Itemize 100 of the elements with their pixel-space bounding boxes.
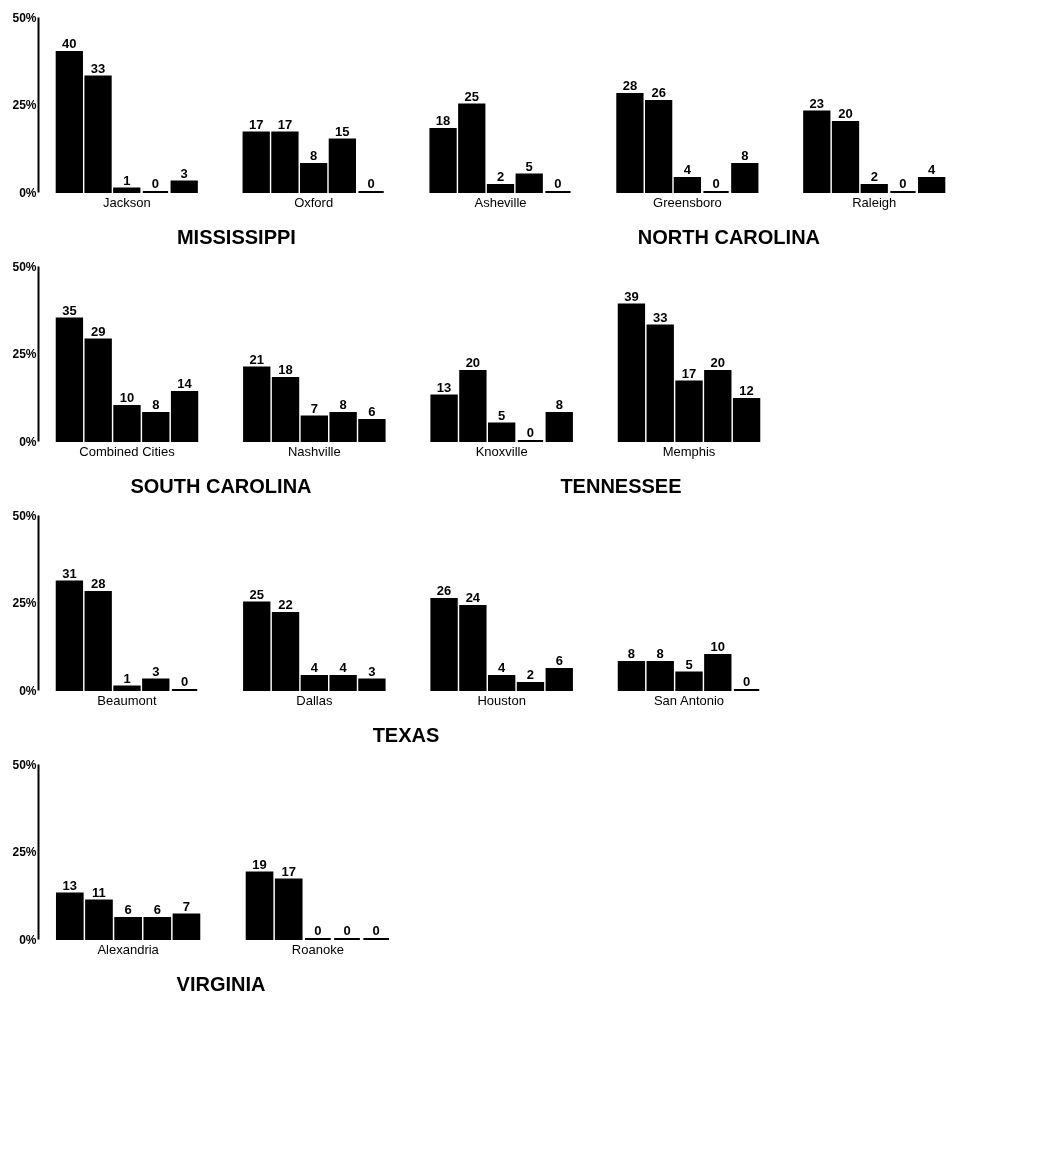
- x-tick-label: Combined Cities: [79, 443, 176, 459]
- data-label: 13: [436, 379, 452, 395]
- data-label: 7: [310, 400, 318, 416]
- bar: [860, 184, 888, 193]
- bar: [831, 121, 860, 193]
- data-label: 8: [310, 148, 318, 163]
- data-label: 0: [343, 923, 351, 938]
- x-tick-label: Roanoke: [291, 941, 344, 957]
- bar: [243, 601, 271, 691]
- data-label: 7: [182, 898, 191, 914]
- bar: [803, 110, 831, 193]
- x-tick-label: Oxford: [294, 194, 334, 210]
- data-label: 24: [465, 590, 481, 605]
- bar: [731, 163, 759, 193]
- y-tick-label: 50%: [12, 259, 37, 274]
- data-label: 13: [62, 877, 78, 893]
- bar: [732, 398, 761, 442]
- data-label: 11: [92, 884, 106, 900]
- data-label: 5: [685, 656, 693, 672]
- data-label: 10: [710, 639, 726, 654]
- data-label: 31: [62, 565, 77, 581]
- text: TENNESSEE: [560, 475, 682, 498]
- data-label: 8: [152, 397, 160, 412]
- data-label: 8: [741, 148, 749, 163]
- text: SOUTH CAROLINA: [130, 475, 312, 498]
- data-label: 3: [368, 663, 376, 679]
- data-label: 20: [465, 355, 481, 370]
- data-label: 40: [62, 36, 77, 51]
- data-label: 4: [310, 660, 319, 675]
- data-label: 0: [367, 176, 375, 191]
- y-tick-label: 50%: [12, 757, 37, 772]
- x-tick-label: Knoxville: [475, 443, 528, 459]
- data-label: 25: [464, 88, 480, 104]
- data-label: 21: [249, 351, 264, 367]
- data-label: 2: [870, 169, 878, 184]
- data-label: 2: [526, 667, 535, 682]
- data-label: 6: [124, 902, 132, 917]
- data-label: 28: [90, 576, 106, 591]
- data-label: 4: [928, 162, 937, 177]
- x-tick-label: Nashville: [287, 443, 341, 459]
- data-label: 17: [277, 116, 293, 132]
- data-label: 3: [180, 165, 188, 181]
- bar: [673, 177, 702, 193]
- bar: [55, 317, 84, 442]
- data-label: 0: [899, 176, 907, 191]
- text: TEXAS: [372, 724, 440, 747]
- data-label: 20: [710, 355, 726, 370]
- data-label: 26: [651, 85, 666, 100]
- data-label: 23: [809, 95, 825, 111]
- data-label: 0: [151, 176, 160, 191]
- data-label: 6: [153, 902, 161, 917]
- data-label: 39: [624, 288, 639, 304]
- bar: [516, 682, 545, 691]
- data-label: 10: [119, 390, 135, 405]
- x-tick-label: Alexandria: [97, 941, 160, 957]
- bar: [617, 303, 646, 442]
- bar: [545, 668, 573, 691]
- bar: [918, 177, 946, 193]
- data-label: 33: [652, 309, 668, 325]
- data-label: 0: [742, 674, 751, 689]
- data-label: 28: [622, 78, 638, 93]
- data-label: 0: [554, 176, 562, 191]
- data-label: 33: [90, 60, 106, 76]
- data-label: 4: [683, 162, 692, 177]
- data-label: 17: [681, 365, 697, 381]
- data-label: 35: [62, 302, 77, 318]
- data-label: 0: [180, 674, 189, 689]
- data-label: 18: [278, 362, 293, 377]
- bar: [545, 412, 573, 442]
- data-label: 8: [656, 646, 664, 661]
- data-label: 5: [498, 407, 506, 423]
- bar: [55, 580, 84, 691]
- y-tick-label: 0%: [19, 185, 37, 200]
- data-label: 8: [627, 646, 636, 661]
- data-label: 8: [339, 397, 347, 412]
- x-tick-label: San Antonio: [653, 692, 725, 708]
- bar: [243, 366, 271, 442]
- data-label: 14: [177, 376, 193, 391]
- bar: [271, 377, 300, 442]
- y-tick-label: 25%: [12, 845, 37, 859]
- bar: [515, 173, 543, 193]
- bar: [245, 871, 274, 940]
- x-tick-label: Raleigh: [852, 194, 897, 210]
- y-tick-label: 50%: [12, 508, 37, 523]
- data-label: 0: [372, 923, 380, 938]
- text: MISSISSIPPI: [176, 226, 296, 249]
- y-tick-label: 25%: [12, 347, 37, 361]
- bar: [486, 184, 515, 193]
- y-tick-label: 25%: [12, 596, 37, 610]
- data-label: 4: [498, 660, 507, 675]
- data-label: 5: [525, 158, 533, 174]
- data-label: 22: [278, 597, 293, 612]
- y-tick-label: 50%: [12, 10, 37, 25]
- data-label: 12: [739, 383, 754, 398]
- x-tick-label: Asheville: [474, 194, 527, 210]
- data-label: 6: [555, 653, 563, 668]
- data-label: 25: [249, 586, 264, 602]
- text: VIRGINIA: [176, 973, 266, 996]
- bar: [170, 180, 198, 193]
- data-label: 4: [339, 660, 348, 675]
